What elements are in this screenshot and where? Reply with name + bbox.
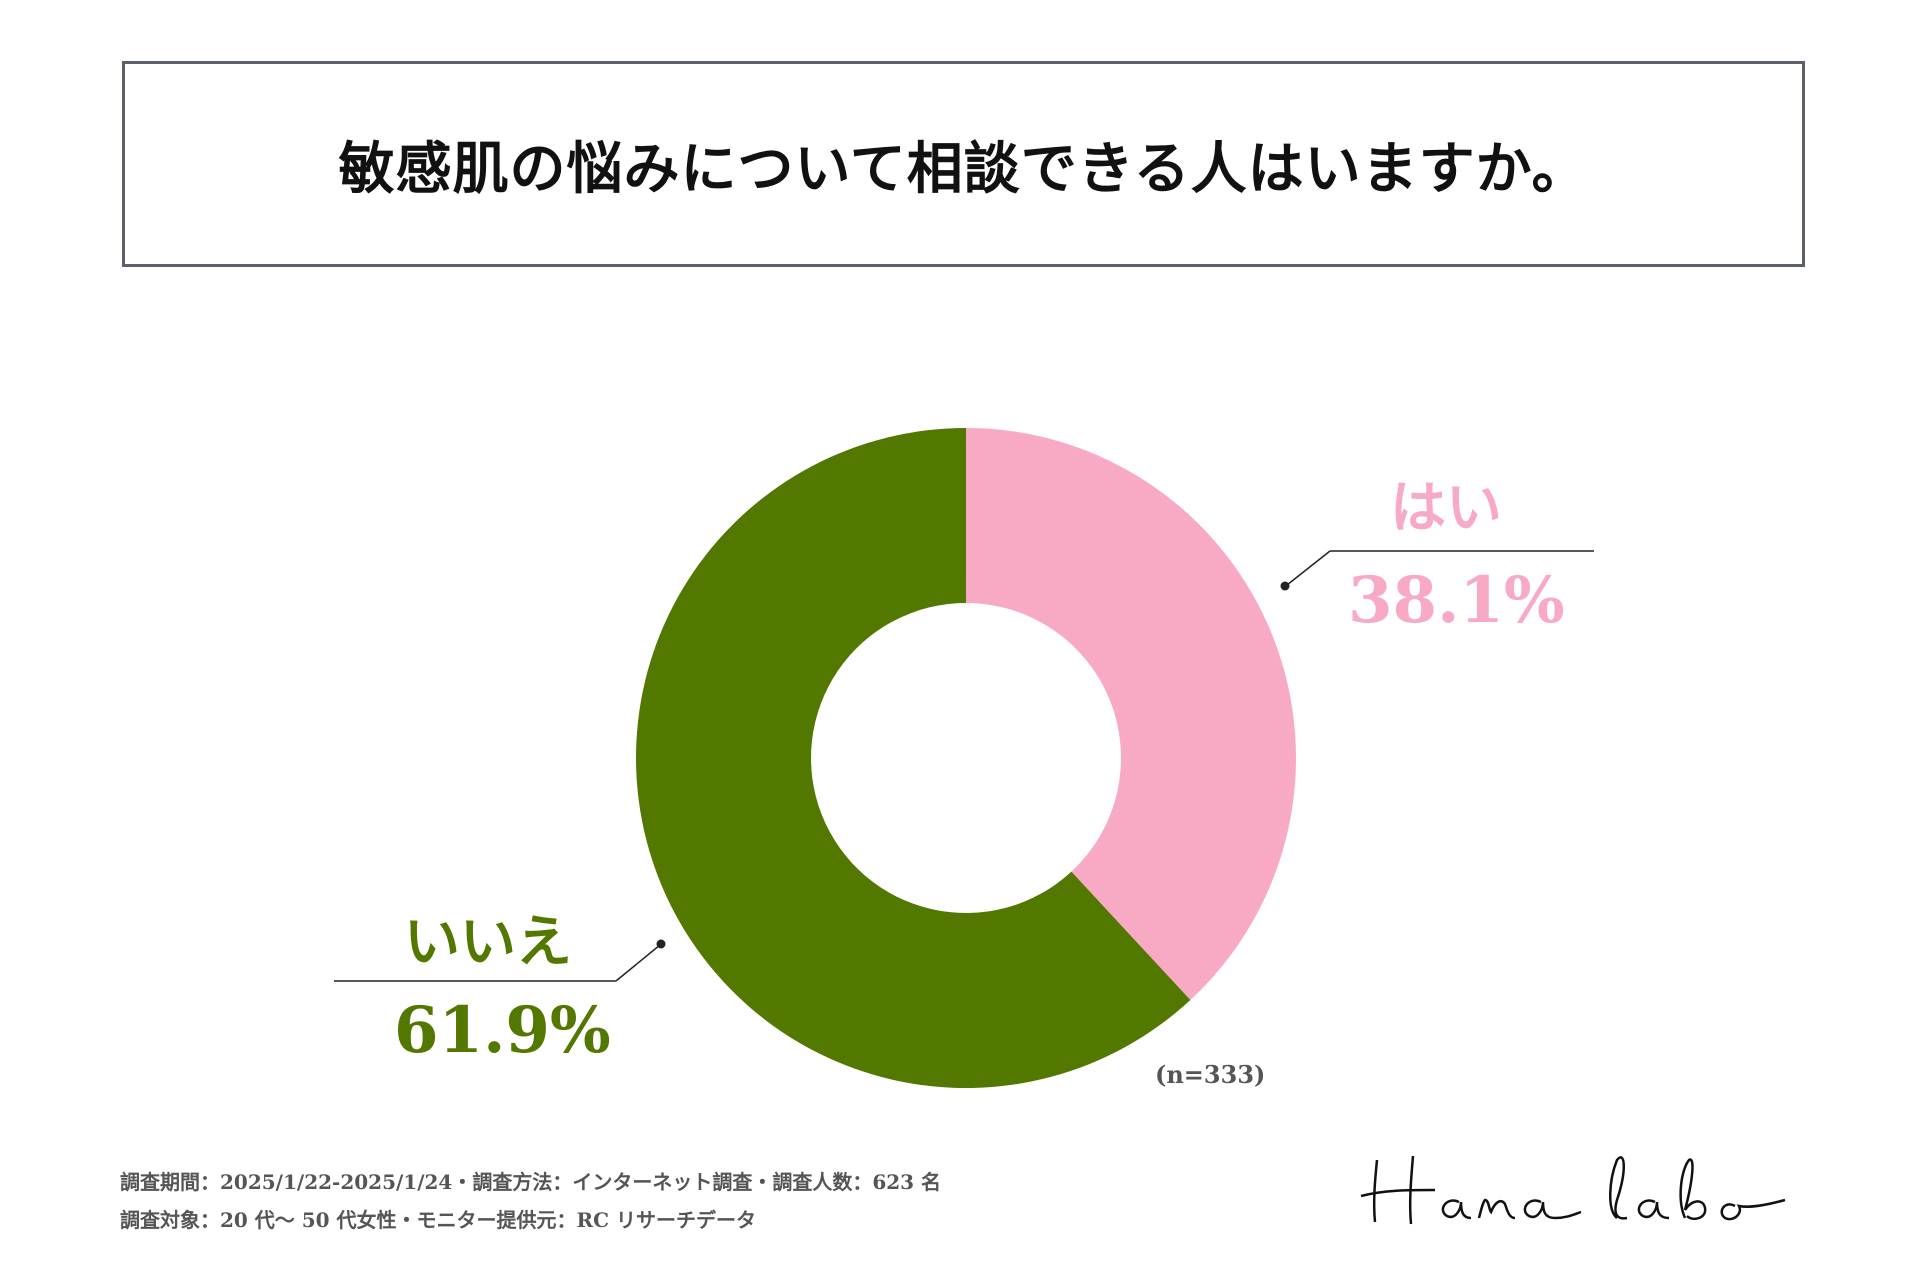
slice-no [635,428,1191,1088]
slices-group [635,428,1296,1088]
footer-survey-info: 調査期間：2025/1/22-2025/1/24・調査方法：インターネット調査・… [120,1170,942,1194]
chart-title: 敏感肌の悩みについて相談できる人はいますか。 [338,135,1589,202]
hana-labo-logo [1360,1155,1786,1225]
callout-no [334,939,666,982]
callout-yes [1280,550,1594,591]
sample-size: (n=333) [1155,1060,1266,1089]
title-box: 敏感肌の悩みについて相談できる人はいますか。 [122,61,1805,267]
slice-label-no: いいえ [404,909,572,975]
slice-yes [966,428,1296,1000]
slice-value-yes: 38.1% [1348,563,1565,638]
slice-label-yes: はい [1390,475,1502,541]
footer-target-info: 調査対象：20 代〜 50 代女性・モニター提供元：RC リサーチデータ [120,1208,757,1232]
slice-value-no: 61.9% [394,993,611,1068]
